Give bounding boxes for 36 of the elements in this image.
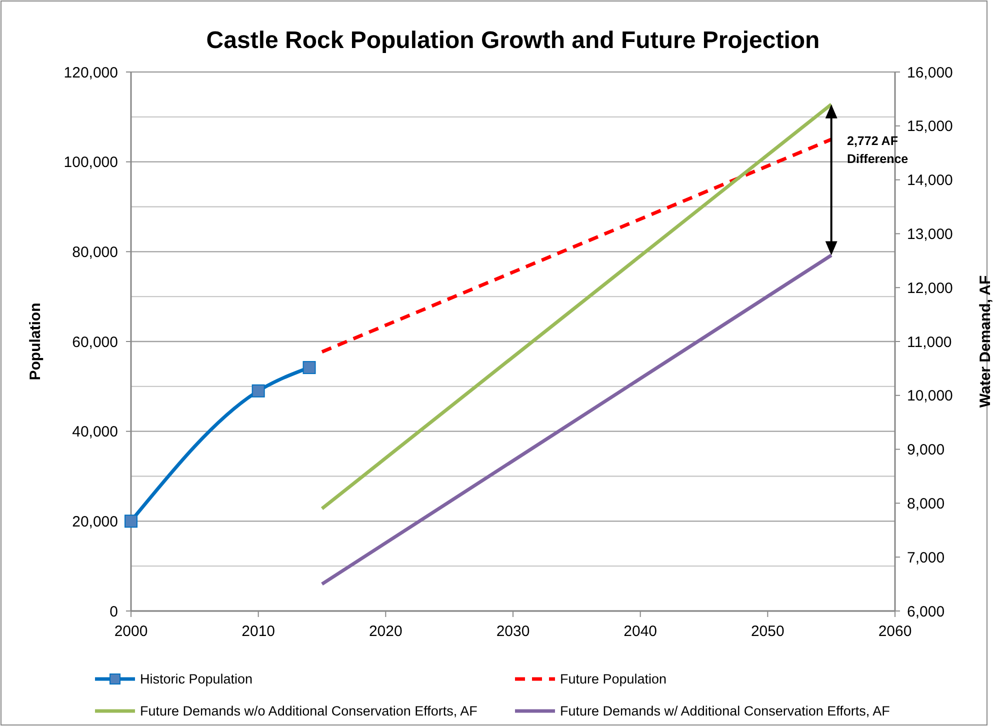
y2-axis-title: Water Demand, AF	[977, 275, 994, 408]
point	[124, 514, 138, 528]
annotation: 2,772 AF Difference	[847, 134, 908, 166]
y2-tick-label: 16,000	[907, 64, 953, 82]
x-tick-label: 2010	[242, 623, 276, 640]
x-tick-label: 2000	[114, 623, 148, 640]
x-tick-label: 2030	[496, 623, 530, 640]
x-tick-label: 2040	[624, 623, 658, 640]
y-tick-label: 60,000	[72, 334, 118, 351]
y-tick-label: 20,000	[72, 513, 118, 530]
y-tick-label: 0	[110, 603, 118, 620]
x-tick-label: 2060	[878, 623, 912, 640]
y-axis-title: Population	[27, 302, 44, 380]
point	[252, 384, 265, 398]
y2-tick-label: 10,000	[907, 388, 953, 405]
y-tick-label: 40,000	[72, 424, 118, 441]
y2-tick-label: 7,000	[907, 549, 945, 566]
y-tick-label: 120,000	[64, 64, 118, 82]
y2-tick-label: 8,000	[907, 495, 945, 512]
y2-tick-label: 13,000	[907, 226, 953, 243]
legend-label: Future Demands w/ Additional Conservation Efforts, AF	[560, 704, 890, 719]
legend-label: Future Demands w/o Additional Conservation Efforts, AF	[140, 704, 478, 719]
point	[302, 361, 316, 374]
chart-title: Castle Rock Population Growth and Future Projection	[206, 27, 820, 54]
y2-tick-label: 15,000	[907, 118, 953, 136]
y-tick-label: 80,000	[72, 244, 118, 261]
y2-tick-label: 9,000	[907, 442, 945, 459]
legend-label: Future Population	[560, 672, 667, 687]
x-tick-label: 2050	[750, 623, 784, 640]
y2-tick-label: 14,000	[907, 172, 953, 190]
legend-label: Historic Population	[140, 672, 253, 687]
x-tick-label: 2020	[368, 623, 402, 640]
y2-tick-label: 12,000	[907, 280, 953, 297]
y2-tick-label: 6,000	[907, 603, 945, 620]
y-tick-label: 100,000	[64, 154, 118, 172]
y2-tick-label: 11,000	[907, 334, 952, 351]
